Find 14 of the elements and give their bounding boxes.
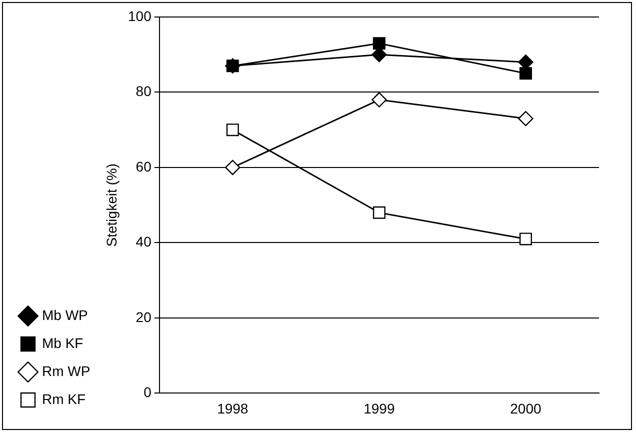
y-tick-label: 60 <box>136 158 152 174</box>
y-tick-label: 80 <box>136 83 152 100</box>
y-tick-label: 0 <box>144 384 152 400</box>
x-tick-label: 1999 <box>364 400 395 416</box>
y-tick-label: 100 <box>128 8 152 24</box>
legend-label: Mb KF <box>42 334 84 351</box>
legend-label: Mb WP <box>42 306 88 323</box>
legend-label: Rm WP <box>42 362 90 379</box>
x-tick-label: 1998 <box>217 400 248 416</box>
y-tick-label: 40 <box>136 234 152 250</box>
y-tick-label: 20 <box>136 308 152 325</box>
y-axis-title: Stetigkeit (%) <box>103 163 120 247</box>
legend-label: Rm KF <box>42 390 86 407</box>
x-tick-label: 2000 <box>510 400 542 416</box>
